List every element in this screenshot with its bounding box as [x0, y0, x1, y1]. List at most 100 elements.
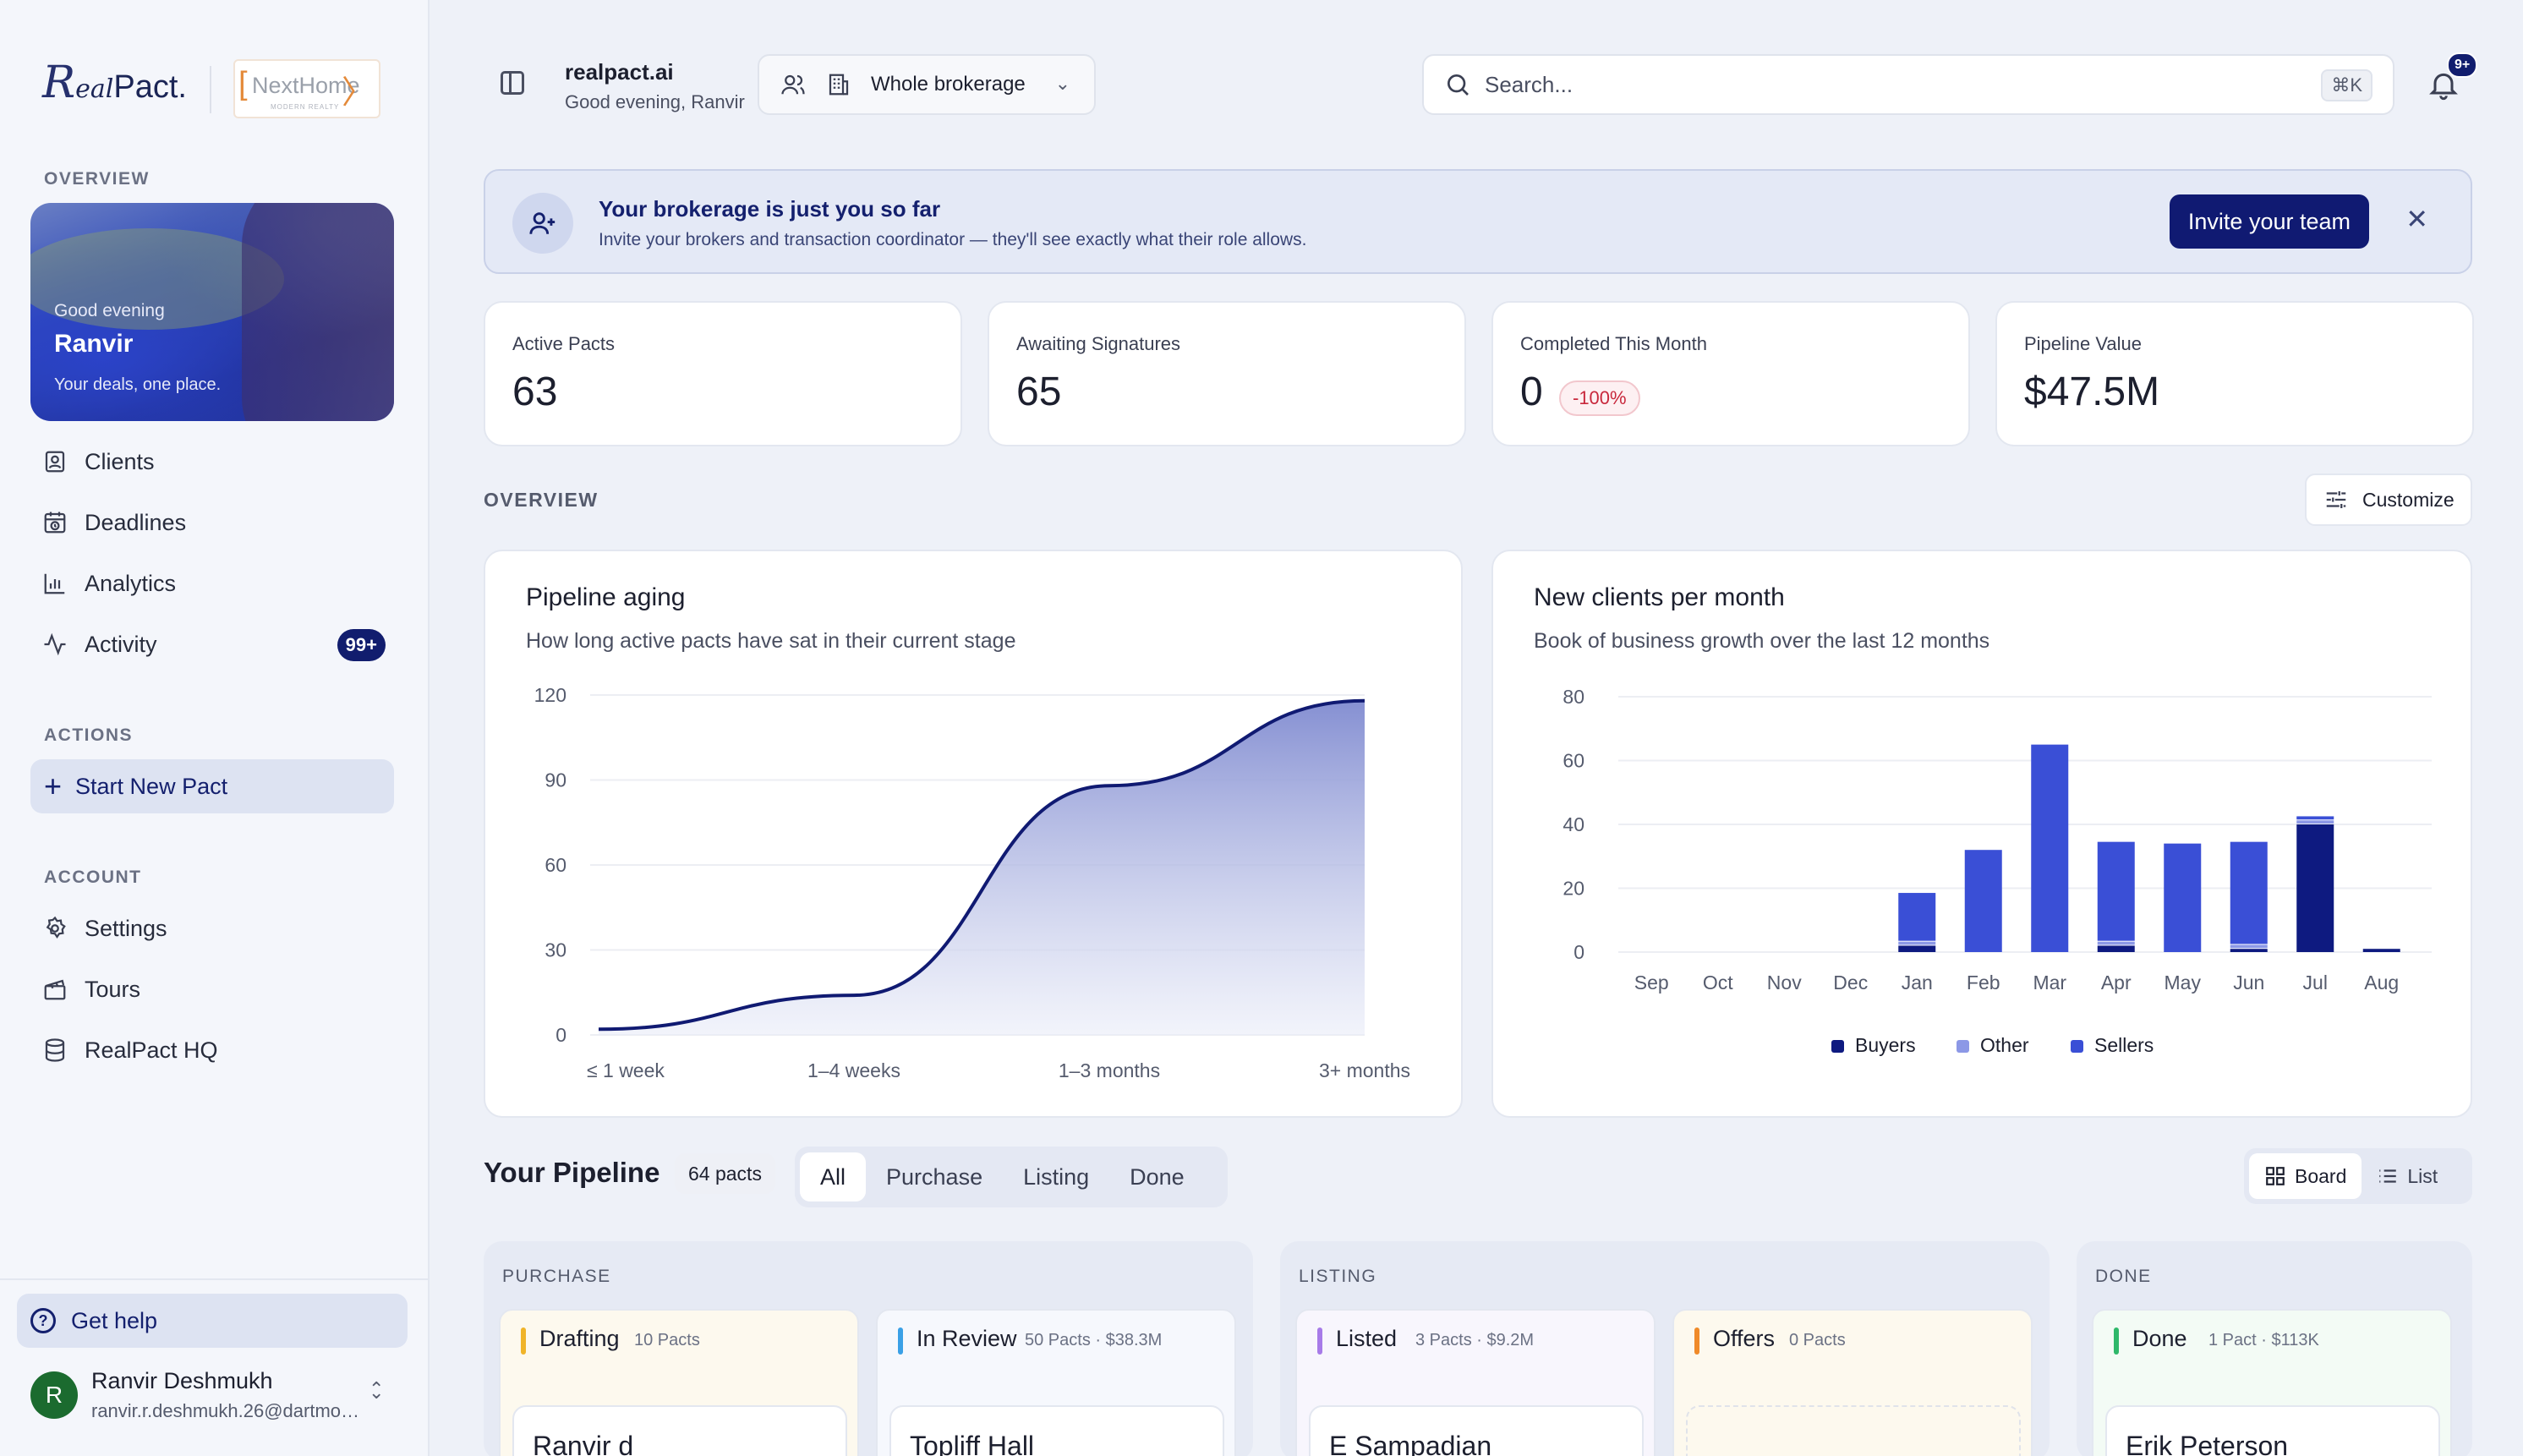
help-icon: ?: [30, 1308, 56, 1333]
pact-card[interactable]: E Sampadian: [1309, 1405, 1644, 1456]
x-tick-label: Feb: [1967, 972, 2000, 993]
start-new-pact-button[interactable]: + Start New Pact: [30, 759, 394, 813]
stat-card-completed-this-month[interactable]: Completed This Month 0 -100%: [1491, 301, 1970, 446]
tab-listing[interactable]: Listing: [1023, 1163, 1090, 1190]
legend-swatch: [2071, 1040, 2083, 1053]
column-meta: 3 Pacts · $9.2M: [1415, 1331, 1535, 1349]
user-email: ranvir.r.deshmukh.26@dartmouth.edu: [91, 1400, 362, 1421]
sidebar-item-settings[interactable]: Settings: [42, 908, 397, 949]
chevron-up-down-icon[interactable]: ⌃ ⌄: [369, 1378, 385, 1403]
notification-badge: 9+: [2447, 52, 2478, 78]
y-tick-label: 90: [545, 769, 566, 791]
get-help-button[interactable]: ? Get help: [17, 1294, 408, 1348]
stat-card-awaiting-signatures[interactable]: Awaiting Signatures 65: [988, 301, 1466, 446]
stat-card-active-pacts[interactable]: Active Pacts 63: [484, 301, 962, 446]
invite-banner: Your brokerage is just you so far Invite…: [484, 169, 2472, 274]
tab-all[interactable]: All: [800, 1152, 867, 1201]
chart-title: Pipeline aging: [526, 583, 686, 611]
x-tick-label: Oct: [1703, 972, 1733, 993]
calendar-clock-icon: [44, 512, 66, 534]
x-tick-label: Aug: [2364, 972, 2399, 993]
customize-button[interactable]: Customize: [2305, 473, 2472, 526]
sidebar-item-analytics[interactable]: Analytics: [42, 563, 397, 604]
bar-buyers: [2097, 945, 2135, 952]
chevron-down-icon: ⌄: [1054, 73, 1070, 94]
sidebar-item-label: RealPact HQ: [85, 1037, 218, 1063]
logo-divider: [210, 66, 211, 113]
pipeline-group-done: DONE Done 1 Pact · $113K Erik Peterson: [2077, 1241, 2472, 1456]
new-clients-chart: 0 20 40 60 80 Sep Oct Nov Dec Jan Feb Mar Apr May Jun J…: [1563, 686, 2432, 1056]
x-tick-label: Jul: [2303, 972, 2328, 993]
banner-title: Your brokerage is just you so far: [599, 196, 941, 222]
sliders-icon: [2326, 491, 2346, 508]
plus-icon: +: [44, 769, 63, 803]
column-name: Offers: [1713, 1326, 1776, 1351]
legend-label: Sellers: [2094, 1034, 2154, 1056]
stat-value: 0: [1520, 369, 1543, 414]
search-input[interactable]: Search... ⌘K: [1422, 54, 2394, 115]
stat-label: Active Pacts: [512, 333, 616, 354]
main-content: realpact.ai Good evening, Ranvir Whole b…: [430, 0, 2523, 1456]
x-tick-label: Apr: [2101, 972, 2132, 993]
realpact-logo[interactable]: RealPact.: [42, 57, 187, 108]
stat-delta-badge: -100%: [1559, 380, 1640, 416]
column-meta: 0 Pacts: [1789, 1331, 1846, 1349]
sidebar: RealPact. [ NextHome 〉 MODERN REALTY OVE…: [0, 0, 430, 1456]
column-offers: Offers 0 Pacts: [1672, 1309, 2033, 1456]
column-name: Listed: [1336, 1326, 1398, 1351]
invite-team-button[interactable]: Invite your team: [2169, 194, 2369, 249]
sidebar-item-label: Tours: [85, 976, 141, 1002]
pact-card[interactable]: Ranvir d: [512, 1405, 847, 1456]
sidebar-item-realpact-hq[interactable]: RealPact HQ: [42, 1030, 397, 1070]
stat-card-pipeline-value[interactable]: Pipeline Value $47.5M: [1995, 301, 2474, 446]
x-tick-label: 1–4 weeks: [807, 1059, 900, 1081]
avatar[interactable]: R: [30, 1371, 78, 1419]
bar-sellers: [2164, 843, 2202, 952]
stat-label: Awaiting Signatures: [1016, 333, 1181, 354]
column-meta: 1 Pact · $113K: [2208, 1331, 2319, 1349]
bar-other: [2097, 941, 2135, 945]
pact-card[interactable]: Topliff Hall: [889, 1405, 1224, 1456]
list-icon: [2379, 1169, 2397, 1183]
x-tick-label: Mar: [2033, 972, 2066, 993]
header-greeting: Good evening, Ranvir: [565, 91, 745, 112]
pipeline-title: Your Pipeline: [484, 1157, 660, 1188]
bar-other: [2296, 820, 2334, 824]
list-view-label: List: [2407, 1164, 2438, 1187]
y-tick-label: 120: [534, 684, 566, 706]
clients-icon: [45, 451, 65, 473]
area-line: [598, 698, 1365, 1032]
building-icon: [829, 74, 849, 96]
bell-icon[interactable]: [2427, 66, 2460, 103]
list-view-button[interactable]: List: [2362, 1153, 2453, 1199]
column-name: Done: [2132, 1326, 2187, 1351]
board-view-button[interactable]: Board: [2249, 1153, 2362, 1199]
tab-done[interactable]: Done: [1130, 1163, 1185, 1190]
tab-purchase[interactable]: Purchase: [886, 1163, 983, 1190]
sidebar-item-activity[interactable]: Activity 99+: [42, 624, 397, 665]
sidebar-item-clients[interactable]: Clients: [42, 441, 397, 482]
brokerage-scope-select[interactable]: Whole brokerage ⌄: [758, 54, 1096, 115]
bar-buyers: [1898, 945, 1936, 952]
gear-icon: [46, 916, 66, 939]
column-name: In Review: [917, 1326, 1017, 1351]
sidebar-item-deadlines[interactable]: Deadlines: [42, 502, 397, 543]
x-tick-label: 1–3 months: [1059, 1059, 1160, 1081]
pipeline-aging-chart: 0 30 60 90 120 ≤ 1 week 1–4 weeks 1–3 months 3+ …: [534, 684, 1410, 1081]
sidebar-toggle-icon[interactable]: [501, 71, 524, 95]
close-icon[interactable]: ✕: [2405, 204, 2428, 234]
legend-swatch: [1831, 1040, 1844, 1053]
site-name: realpact.ai: [565, 59, 674, 85]
sidebar-item-tours[interactable]: Tours: [42, 969, 397, 1010]
column-done: Done 1 Pact · $113K Erik Peterson: [2092, 1309, 2452, 1456]
sidebar-item-label: Activity: [85, 631, 157, 657]
bar-sellers: [2296, 816, 2334, 820]
column-in-review: In Review 50 Pacts · $38.3M Topliff Hall: [876, 1309, 1236, 1456]
search-shortcut-hint: ⌘K: [2321, 69, 2372, 101]
account-section-label: ACCOUNT: [44, 868, 142, 887]
new-clients-card: New clients per month Book of business g…: [1491, 550, 2472, 1118]
x-tick-label: Jan: [1902, 972, 1933, 993]
pact-card-title: Topliff Hall: [910, 1431, 1035, 1456]
sidebar-item-label: Analytics: [85, 570, 177, 596]
pact-card[interactable]: Erik Peterson: [2105, 1405, 2440, 1456]
